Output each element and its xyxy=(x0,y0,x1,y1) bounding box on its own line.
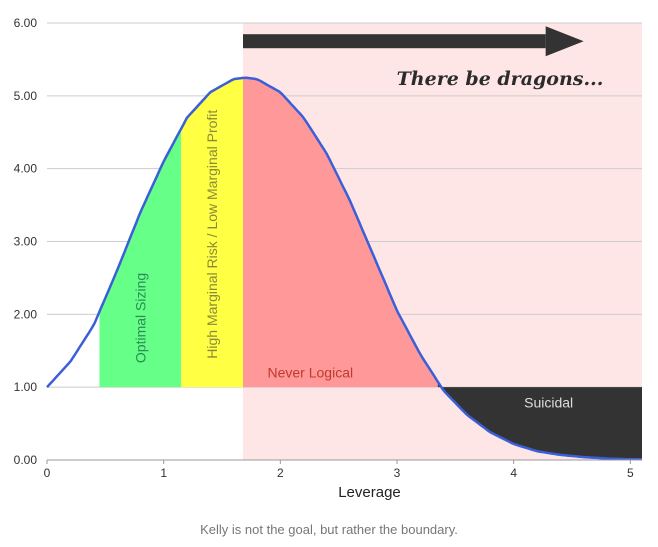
x-tick-label: 4 xyxy=(510,466,517,480)
y-tick-label: 4.00 xyxy=(14,162,38,176)
growth-curve xyxy=(46,76,642,461)
zone-label-never-logical: Never Logical xyxy=(268,365,354,381)
arrow-shaft xyxy=(243,34,546,49)
x-tick-label: 0 xyxy=(44,466,51,480)
axes: 0.00 1.00 2.00 3.00 4.00 5.00 6.00 0 1 2 3 4 5 xyxy=(14,16,642,480)
y-tick-label: 1.00 xyxy=(14,380,38,394)
x-tick-label: 2 xyxy=(277,466,284,480)
x-tick-label: 1 xyxy=(160,466,167,480)
zone-fill xyxy=(181,77,243,388)
zone-label-high-marginal-risk: High Marginal Risk / Low Marginal Profit xyxy=(204,110,220,359)
zone-fill xyxy=(243,77,438,388)
y-tick-label: 6.00 xyxy=(14,16,38,30)
x-axis-title: Leverage xyxy=(338,484,401,501)
annotation: There be dragons... xyxy=(243,26,603,90)
zone-label-suicidal: Suicidal xyxy=(524,395,573,411)
zone-label-optimal-sizing: Optimal Sizing xyxy=(132,273,148,363)
y-tick-label: 0.00 xyxy=(14,453,38,467)
y-tick-label: 2.00 xyxy=(14,307,38,321)
annotation-text: There be dragons... xyxy=(397,68,604,90)
arrow-head xyxy=(545,26,584,57)
y-tick-label: 5.00 xyxy=(14,89,38,103)
curve-layer xyxy=(46,76,642,461)
zone-fills xyxy=(99,77,642,460)
y-tick-label: 3.00 xyxy=(14,235,38,249)
x-tick-label: 3 xyxy=(394,466,401,480)
zone-fill xyxy=(99,128,182,388)
caption: Kelly is not the goal, but rather the bo… xyxy=(200,522,458,537)
x-tick-label: 5 xyxy=(627,466,634,480)
zone-labels: Optimal Sizing High Marginal Risk / Low M… xyxy=(132,110,573,411)
zone-fill xyxy=(437,381,642,460)
